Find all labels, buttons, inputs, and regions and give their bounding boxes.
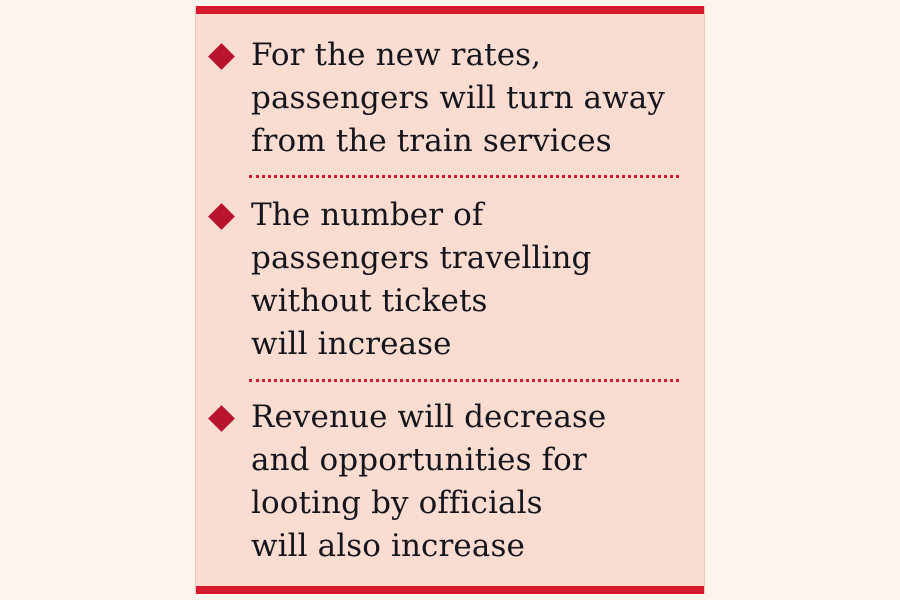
info-panel: For the new rates, passengers will turn … xyxy=(195,6,705,594)
bottom-red-rule xyxy=(196,586,704,594)
diamond-bullet-icon xyxy=(208,405,235,432)
point-text-3: Revenue will decrease and opportunities … xyxy=(251,399,607,564)
diamond-bullet-icon xyxy=(208,203,235,230)
diamond-bullet-icon xyxy=(208,43,235,70)
point-text-2: The number of passengers travelling with… xyxy=(251,197,592,362)
dotted-divider-2 xyxy=(249,379,679,382)
top-red-rule xyxy=(196,6,704,14)
dotted-divider-1 xyxy=(249,175,679,178)
point-text-1: For the new rates, passengers will turn … xyxy=(251,37,665,159)
